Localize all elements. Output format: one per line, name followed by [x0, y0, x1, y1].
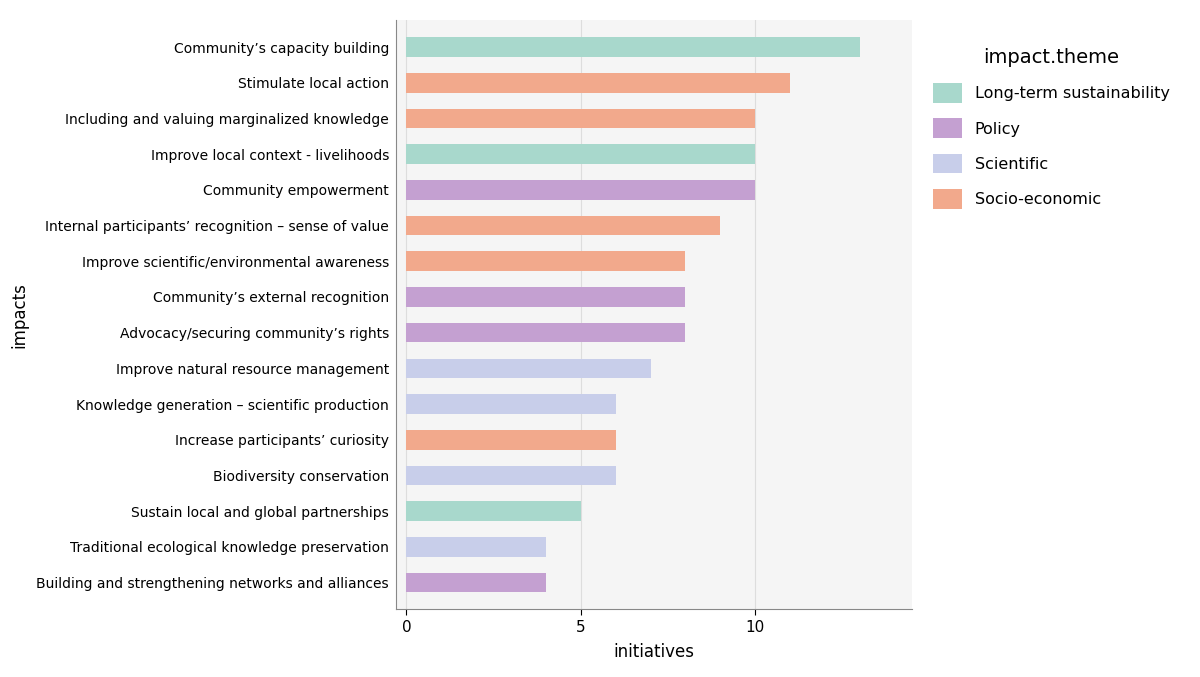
Bar — [407, 144, 755, 164]
Bar — [407, 108, 755, 129]
Bar — [407, 501, 581, 521]
Bar — [407, 180, 755, 200]
Bar — [407, 394, 616, 414]
Bar — [407, 573, 546, 592]
Bar — [407, 216, 720, 236]
Bar — [407, 430, 616, 450]
Bar — [407, 251, 685, 271]
Bar — [407, 323, 685, 343]
Bar — [407, 537, 546, 556]
Bar — [407, 359, 650, 378]
Bar — [407, 37, 859, 57]
Bar — [407, 73, 790, 93]
X-axis label: initiatives: initiatives — [613, 643, 695, 661]
Bar — [407, 466, 616, 485]
Legend: Long-term sustainability, Policy, Scientific, Socio-economic: Long-term sustainability, Policy, Scient… — [925, 40, 1177, 217]
Bar — [407, 287, 685, 307]
Y-axis label: impacts: impacts — [10, 282, 28, 348]
